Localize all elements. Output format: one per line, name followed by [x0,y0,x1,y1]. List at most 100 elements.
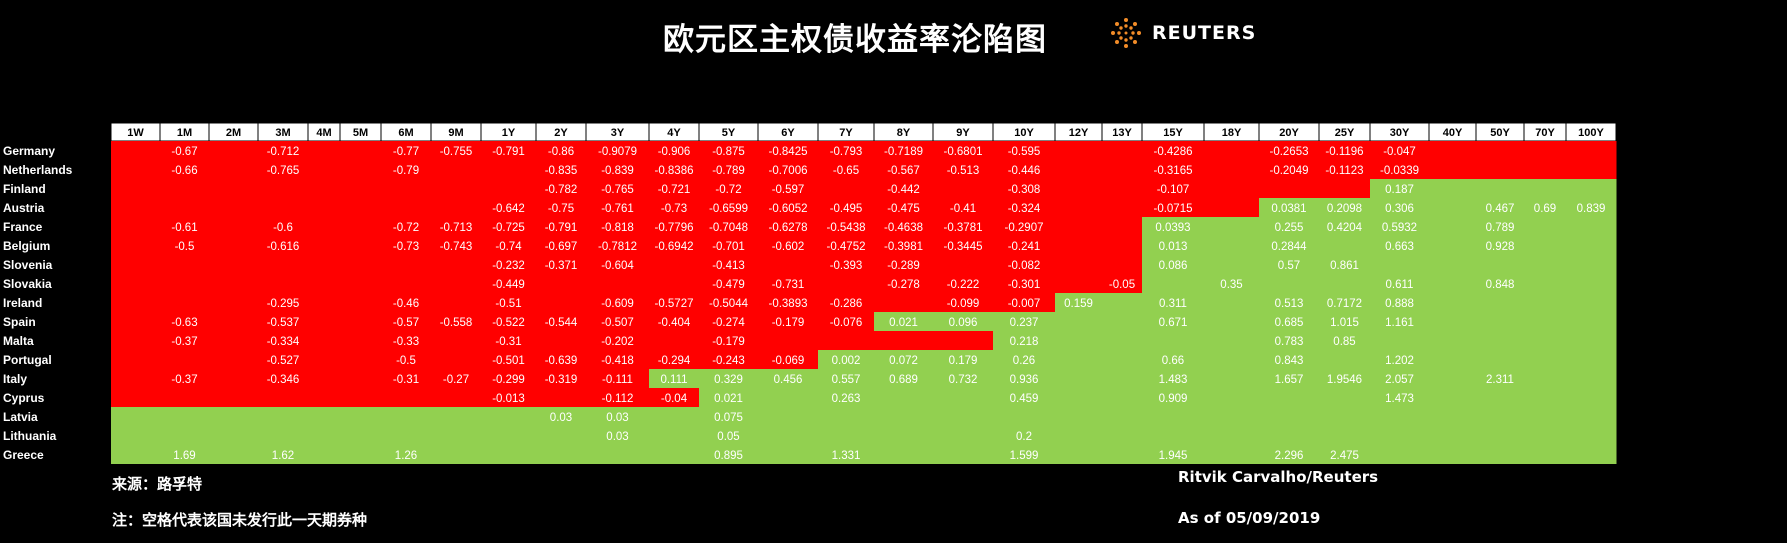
heatmap-cell [1204,255,1260,275]
cell-value: 0.013 [1159,241,1188,253]
heatmap-cell [1566,369,1617,389]
heatmap-cell [340,388,382,408]
heatmap-cell [1055,445,1103,464]
cell-value: -0.567 [887,165,920,177]
cell-value: 0.843 [1275,355,1304,367]
cell-value: -0.37 [171,374,197,386]
cell-value: -0.232 [492,260,525,272]
heatmap-cell [1319,255,1371,275]
heatmap-cell [1259,217,1320,237]
column-header-label: 4M [316,127,331,139]
heatmap-cell [536,293,587,313]
heatmap-cell [1524,426,1567,446]
cell-value: -0.65 [833,165,859,177]
heatmap-cell [1524,179,1567,199]
heatmap-cell [874,198,934,218]
heatmap-cell [758,274,819,294]
heatmap-cell [209,179,259,199]
heatmap-cell [340,217,382,237]
heatmap-cell [308,445,341,464]
heatmap-cell [1476,160,1525,180]
cell-value: 0.021 [714,393,743,405]
heatmap-cell [699,179,759,199]
heatmap-cell [160,217,210,237]
heatmap-cell [1204,350,1260,370]
heatmap-cell [874,331,934,351]
cell-value: -0.294 [658,355,691,367]
heatmap-cell [340,331,382,351]
cell-value: 0.783 [1275,336,1304,348]
heatmap-cell [1319,198,1371,218]
heatmap-cell [381,179,432,199]
heatmap-cell [1429,312,1477,332]
heatmap-cell [381,293,432,313]
heatmap-cell [308,312,341,332]
source-note: 来源：路孚特 [112,475,203,493]
heatmap-cell [1370,274,1430,294]
heatmap-cell [1142,293,1205,313]
cell-value: -0.4286 [1153,146,1192,158]
heatmap-cell [818,141,875,161]
heatmap-cell [481,369,537,389]
column-header-label: 7Y [839,127,853,139]
heatmap-cell [1524,217,1567,237]
cell-value: -0.3781 [943,222,982,234]
column-header-label: 6M [398,127,413,139]
heatmap-cell [1429,407,1477,427]
heatmap-cell [160,350,210,370]
heatmap-cell [160,388,210,408]
heatmap-cell [381,350,432,370]
heatmap-cell [993,445,1056,464]
heatmap-cell [160,426,210,446]
heatmap-cell [536,255,587,275]
heatmap-cell [481,445,537,464]
heatmap-cell [1370,255,1430,275]
heatmap-cell [258,445,309,464]
heatmap-cell [209,445,259,464]
heatmap-cell [818,236,875,256]
heatmap-cell [258,388,309,408]
cell-value: 0.255 [1275,222,1304,234]
heatmap-cell [1319,426,1371,446]
cell-value: -0.495 [830,203,863,215]
heatmap-cell [431,274,482,294]
cell-value: -0.6278 [768,222,807,234]
cell-value: -0.75 [548,203,574,215]
heatmap-cell [308,293,341,313]
heatmap-cell [818,426,875,446]
heatmap-cell [1102,350,1143,370]
heatmap-cell [933,350,994,370]
cell-value: -0.2653 [1269,146,1308,158]
heatmap-cell [1204,293,1260,313]
heatmap-cell [1429,274,1477,294]
heatmap-cell [1259,407,1320,427]
heatmap-cell [933,331,994,351]
heatmap-cell [1429,179,1477,199]
heatmap-cell [699,426,759,446]
heatmap-cell [1142,312,1205,332]
heatmap-cell [993,388,1056,408]
cell-value: -0.818 [601,222,634,234]
heatmap-cell [699,236,759,256]
heatmap-cell [1566,141,1617,161]
cell-value: 0.928 [1486,241,1515,253]
heatmap-cell [818,160,875,180]
cell-value: -0.179 [772,317,805,329]
heatmap-cell [1259,331,1320,351]
heatmap-cell [993,236,1056,256]
heatmap-cell [308,274,341,294]
heatmap-cell [1055,388,1103,408]
cell-value: -0.77 [393,146,419,158]
heatmap-cell [1524,236,1567,256]
cell-value: -0.241 [1008,241,1041,253]
heatmap-cell [1429,160,1477,180]
cell-value: -0.41 [950,203,976,215]
heatmap-cell [340,179,382,199]
heatmap-cell [160,331,210,351]
heatmap-cell [933,160,994,180]
cell-value: -0.278 [887,279,920,291]
cell-value: 0.086 [1159,260,1188,272]
cell-value: -0.602 [772,241,805,253]
heatmap-cell [308,198,341,218]
row-label: Spain [3,315,36,329]
